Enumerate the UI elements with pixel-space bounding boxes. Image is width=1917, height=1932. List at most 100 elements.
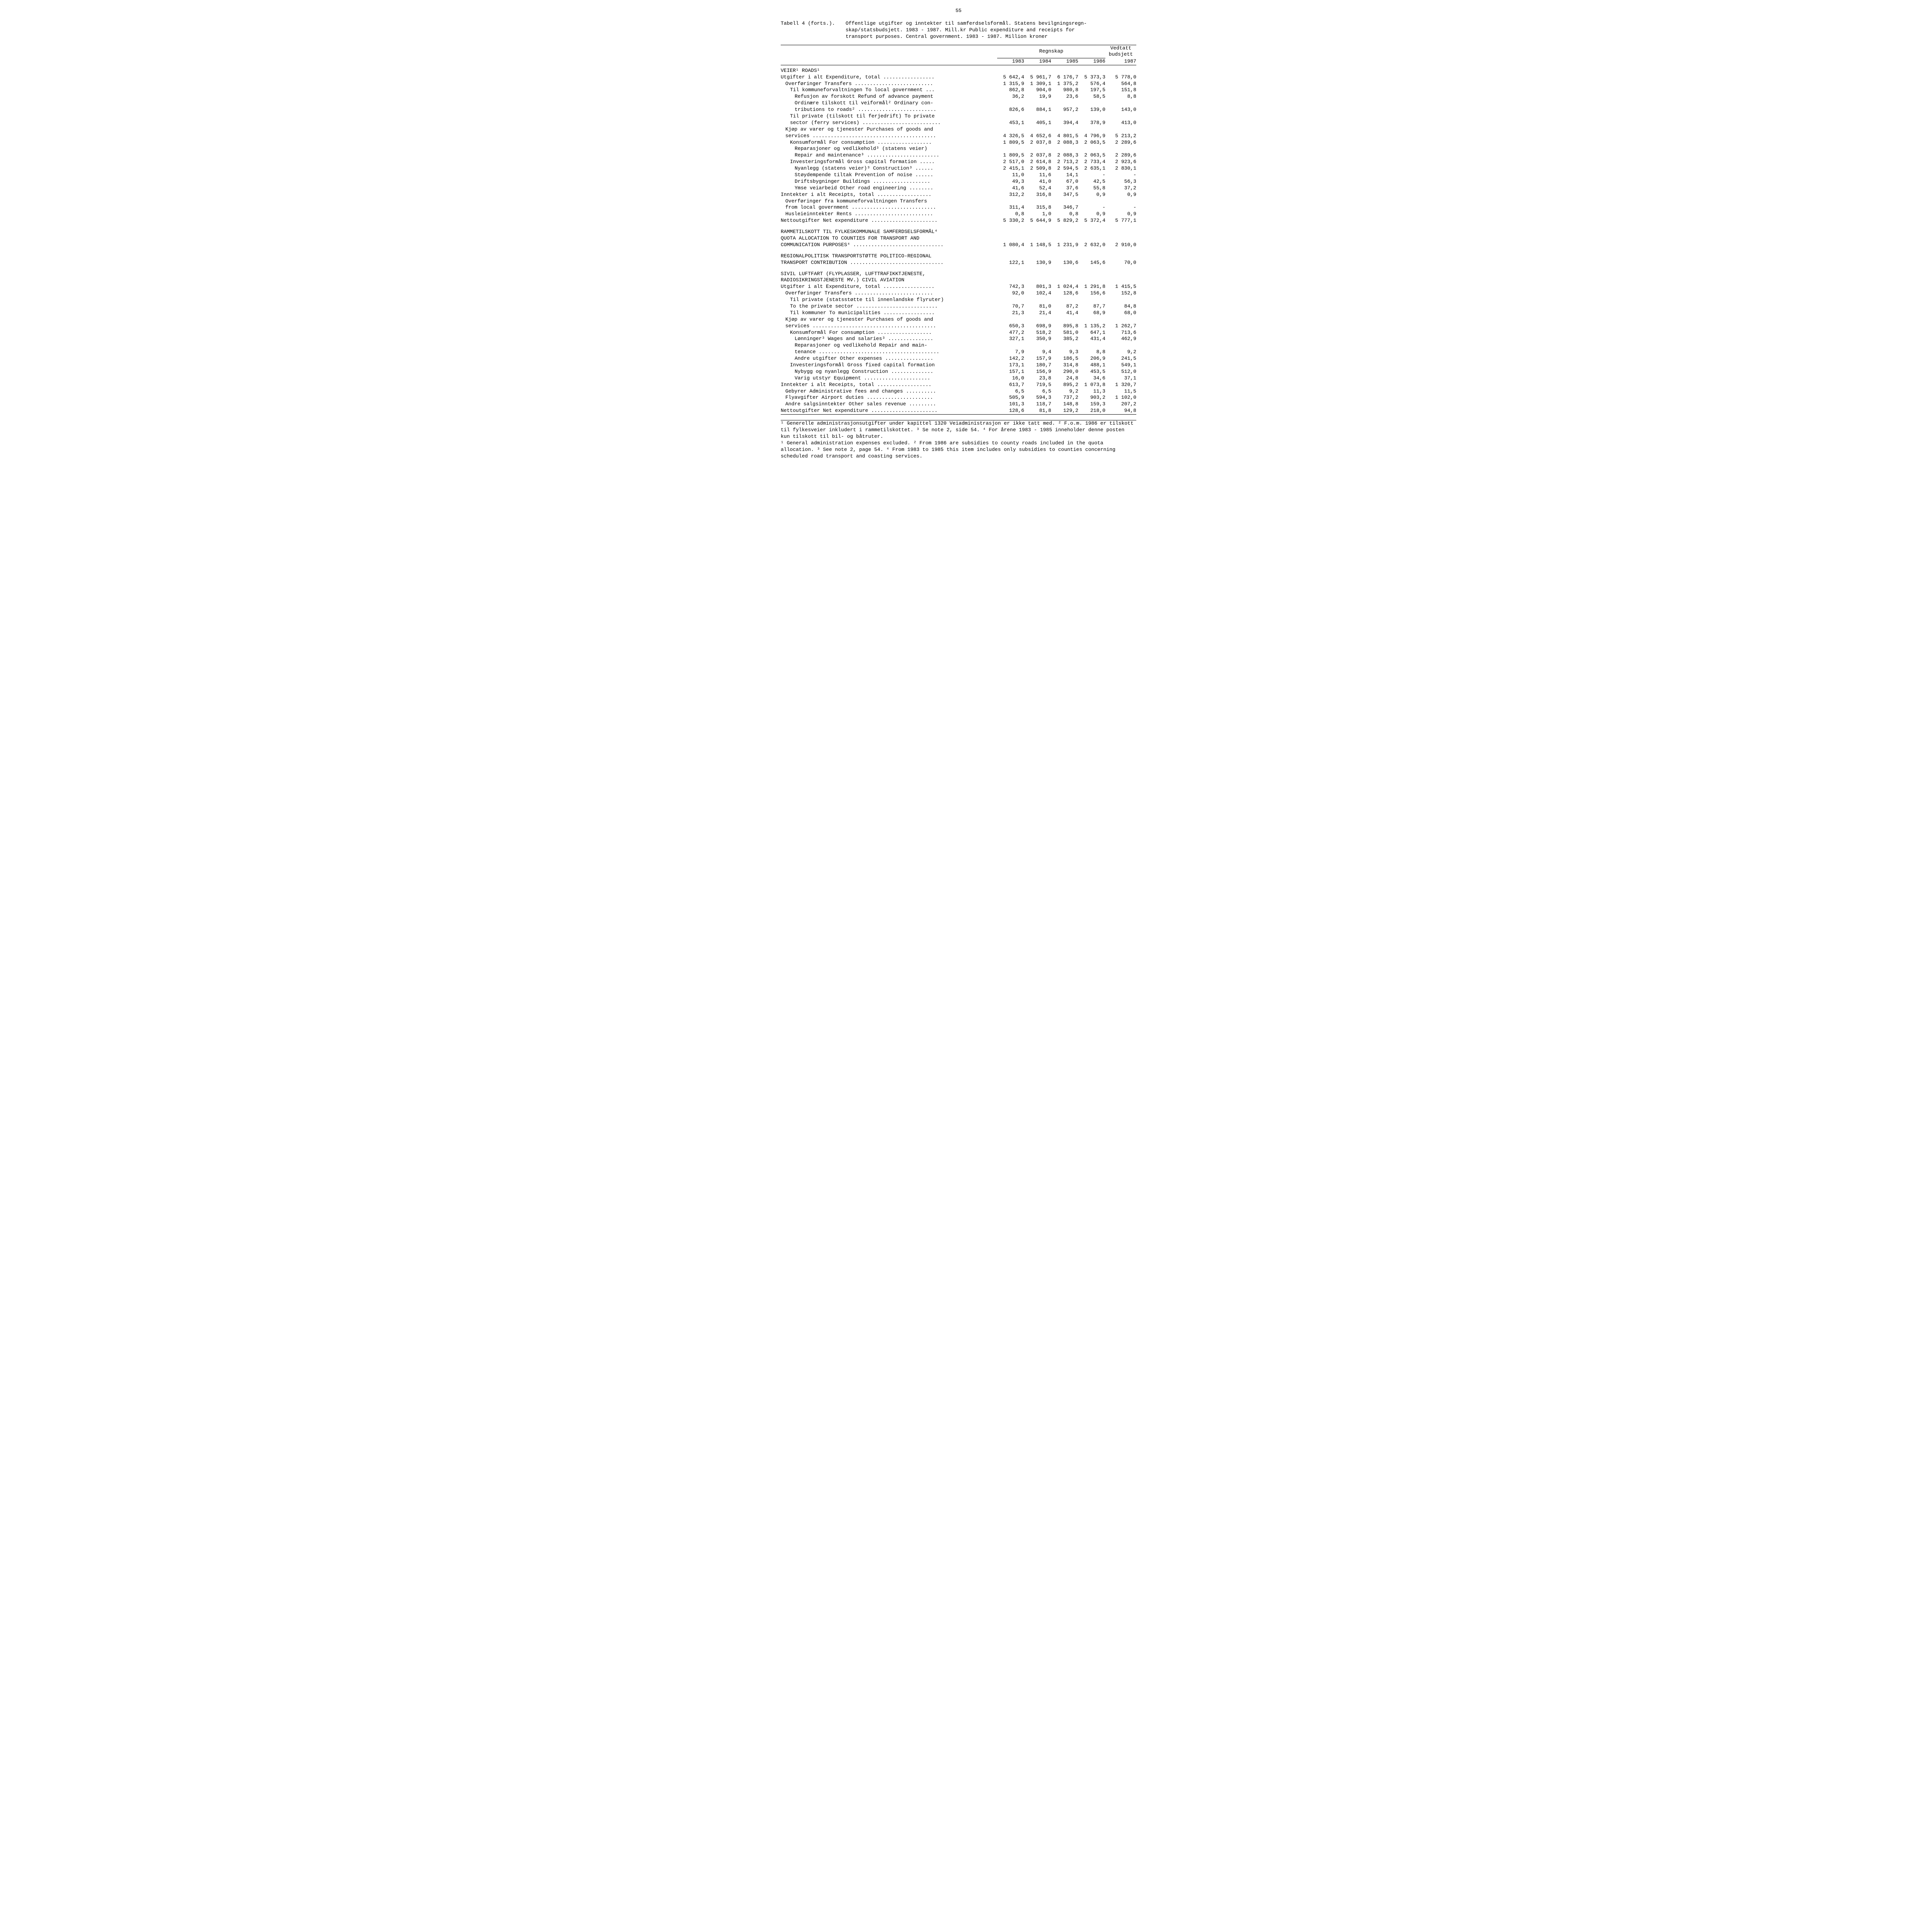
data-cell: 290,0 (1051, 369, 1078, 375)
data-cell: 2 289,6 (1105, 139, 1136, 146)
data-cell: 152,8 (1105, 290, 1136, 297)
row-label: Driftsbygninger Buildings ..............… (781, 179, 997, 185)
data-cell: 895,8 (1051, 323, 1078, 330)
section-heading: REGIONALPOLITISK TRANSPORTSTØTTE POLITIC… (781, 253, 997, 260)
data-cell: 94,8 (1105, 408, 1136, 414)
data-cell: 186,5 (1051, 355, 1078, 362)
row-label: Andre utgifter Other expenses ..........… (781, 355, 997, 362)
row-label: tributions to roads² ...................… (781, 107, 997, 113)
data-cell: 4 796,9 (1078, 133, 1105, 139)
data-cell: 884,1 (1024, 107, 1051, 113)
row-label: Lønninger³ Wages and salaries³ .........… (781, 336, 997, 342)
data-cell: 0,9 (1105, 211, 1136, 218)
data-cell (997, 126, 1024, 133)
data-cell: 1 073,8 (1078, 382, 1105, 388)
page-number: 55 (781, 8, 1136, 14)
data-cell: 1 148,5 (1024, 242, 1051, 248)
section-heading: RAMMETILSKOTT TIL FYLKESKOMMUNALE SAMFER… (781, 229, 997, 235)
row-label: Konsumformål For consumption ...........… (781, 139, 997, 146)
data-cell (1024, 316, 1051, 323)
data-cell: 87,7 (1078, 303, 1105, 310)
row-label: Husleieinntekter Rents .................… (781, 211, 997, 218)
data-cell: 1 320,7 (1105, 382, 1136, 388)
data-cell: 1 231,9 (1051, 242, 1078, 248)
section-heading: RADIOSIKRINGSTJENESTE MV.) CIVIL AVIATIO… (781, 277, 997, 284)
data-cell: 549,1 (1105, 362, 1136, 369)
data-cell: 5 642,4 (997, 74, 1024, 81)
data-cell: 5 778,0 (1105, 74, 1136, 81)
data-cell: 4 326,5 (997, 133, 1024, 139)
data-cell: 477,2 (997, 330, 1024, 336)
data-cell: 21,3 (997, 310, 1024, 316)
data-cell (1078, 316, 1105, 323)
data-cell: 5 330,2 (997, 218, 1024, 224)
data-cell: 350,9 (1024, 336, 1051, 342)
data-cell: 180,7 (1024, 362, 1051, 369)
data-cell: 11,0 (997, 172, 1024, 179)
row-label: Støydempende tiltak Prevention of noise … (781, 172, 997, 179)
data-cell: 1 102,0 (1105, 395, 1136, 401)
data-cell: 130,6 (1051, 260, 1078, 266)
data-cell: 2 037,8 (1024, 139, 1051, 146)
footnotes: ¹ Generelle administrasjonsutgifter unde… (781, 420, 1136, 459)
data-cell (1051, 316, 1078, 323)
data-cell: 23,6 (1051, 94, 1078, 100)
data-cell (1051, 297, 1078, 303)
data-cell: 128,6 (997, 408, 1024, 414)
row-label: Til private (statsstøtte til innenlandsk… (781, 297, 997, 303)
data-cell (1051, 100, 1078, 107)
data-cell: 118,7 (1024, 401, 1051, 408)
data-cell: 650,3 (997, 323, 1024, 330)
data-cell: 92,0 (997, 290, 1024, 297)
data-cell: 1 024,4 (1051, 284, 1078, 290)
data-cell: 801,3 (1024, 284, 1051, 290)
data-cell: 11,6 (1024, 172, 1051, 179)
data-cell: 157,1 (997, 369, 1024, 375)
data-cell: 2 632,0 (1078, 242, 1105, 248)
data-cell: 2 517,0 (997, 159, 1024, 165)
data-cell: 315,8 (1024, 204, 1051, 211)
row-label: Kjøp av varer og tjenester Purchases of … (781, 126, 997, 133)
row-label: Inntekter i alt Receipts, total ........… (781, 192, 997, 198)
data-cell: 316,8 (1024, 192, 1051, 198)
data-cell: 826,6 (997, 107, 1024, 113)
data-cell: 9,2 (1105, 349, 1136, 355)
data-cell: 241,5 (1105, 355, 1136, 362)
data-cell (1105, 126, 1136, 133)
data-cell: 0,8 (997, 211, 1024, 218)
data-cell: 346,7 (1051, 204, 1078, 211)
data-cell (1078, 342, 1105, 349)
data-cell: 6,5 (997, 388, 1024, 395)
data-cell (1105, 297, 1136, 303)
data-cell: 173,1 (997, 362, 1024, 369)
data-cell: 5 644,9 (1024, 218, 1051, 224)
data-cell: 1 291,8 (1078, 284, 1105, 290)
data-cell: 4 652,6 (1024, 133, 1051, 139)
data-cell: 5 777,1 (1105, 218, 1136, 224)
data-cell: 7,9 (997, 349, 1024, 355)
data-cell (1078, 113, 1105, 120)
data-cell: 24,8 (1051, 375, 1078, 382)
data-cell: 2 063,5 (1078, 139, 1105, 146)
data-cell: - (1105, 172, 1136, 179)
data-cell: 42,5 (1078, 179, 1105, 185)
data-cell: 453,5 (1078, 369, 1105, 375)
data-cell: 1 135,2 (1078, 323, 1105, 330)
row-label: services ...............................… (781, 133, 997, 139)
data-cell (1024, 297, 1051, 303)
data-cell: 41,6 (997, 185, 1024, 192)
data-cell (1105, 342, 1136, 349)
data-cell: - (1105, 204, 1136, 211)
footnotes-no: ¹ Generelle administrasjonsutgifter unde… (781, 420, 1136, 440)
row-label: Konsumformål For consumption ...........… (781, 330, 997, 336)
col-year-1984: 1984 (1024, 58, 1051, 65)
row-label: Gebyrer Administrative fees and changes … (781, 388, 997, 395)
row-label: Nettoutgifter Net expenditure ..........… (781, 218, 997, 224)
data-cell: 518,2 (1024, 330, 1051, 336)
row-label: Nyanlegg (statens veier)³ Construction³ … (781, 165, 997, 172)
data-cell (1024, 126, 1051, 133)
data-cell: 698,9 (1024, 323, 1051, 330)
row-label: Ymse veiarbeid Other road engineering ..… (781, 185, 997, 192)
row-label: Investeringsformål Gross capital formati… (781, 159, 997, 165)
data-cell (1051, 342, 1078, 349)
